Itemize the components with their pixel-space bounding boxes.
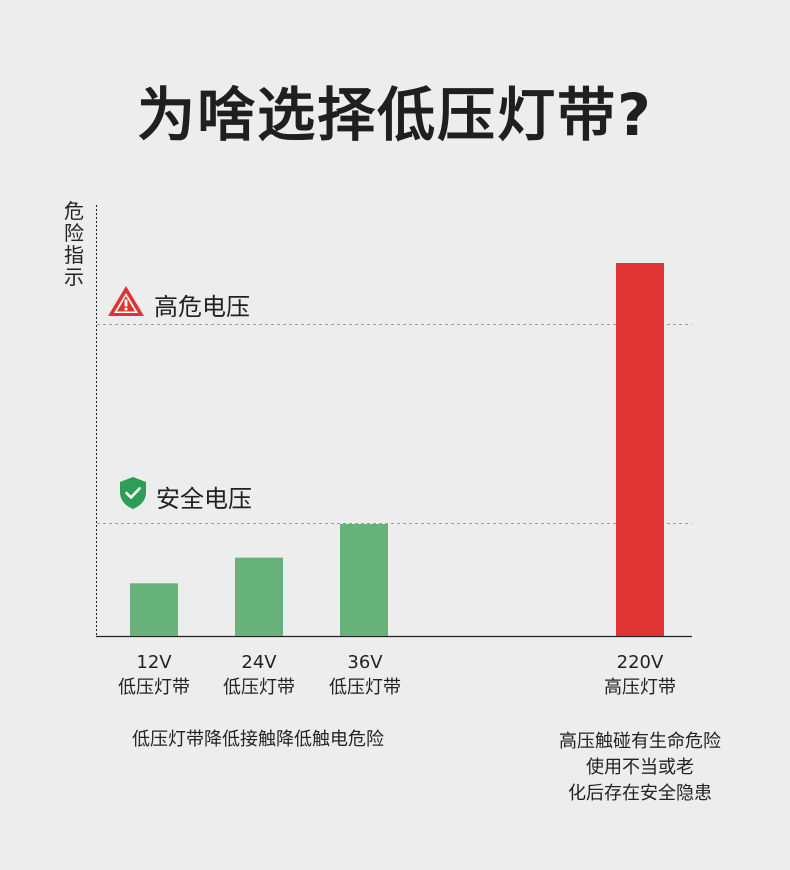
x-tick-voltage: 36V [347,652,383,673]
high-voltage-note-line: 使用不当或老 [586,757,694,778]
x-tick-label: 24V 低压灯带 [199,650,319,700]
x-tick-label: 12V 低压灯带 [94,650,214,700]
warning-triangle-icon [106,284,146,324]
x-tick-label: 220V 高压灯带 [580,650,700,700]
safe-zone-text: 安全电压 [156,484,252,513]
x-tick-voltage: 220V [616,652,664,673]
x-tick-type: 低压灯带 [223,677,295,698]
bar-24v [235,557,283,636]
high-voltage-note-line: 高压触碰有生命危险 [559,731,721,752]
page-title: 为啥选择低压灯带? [137,81,653,149]
high-voltage-note-line: 化后存在安全隐患 [568,783,712,804]
low-voltage-note: 低压灯带降低接触降低触电危险 [132,729,384,750]
bar-12v [130,583,178,636]
high-voltage-note: 高压触碰有生命危险 使用不当或老 化后存在安全隐患 [530,729,750,807]
x-tick-type: 低压灯带 [118,677,190,698]
danger-zone-text: 高危电压 [154,292,250,321]
y-axis-label: 危险指示 [64,199,84,289]
x-tick-label: 36V 低压灯带 [305,650,425,700]
safe-zone-label: 安全电压 [118,476,252,516]
danger-zone-label: 高危电压 [106,284,250,324]
x-tick-voltage: 24V [241,652,277,673]
x-tick-type: 低压灯带 [329,677,401,698]
shield-check-icon [118,476,148,516]
bar-36v [340,524,388,636]
x-tick-voltage: 12V [136,652,172,673]
bar-220v [616,263,664,636]
x-tick-type: 高压灯带 [604,677,676,698]
